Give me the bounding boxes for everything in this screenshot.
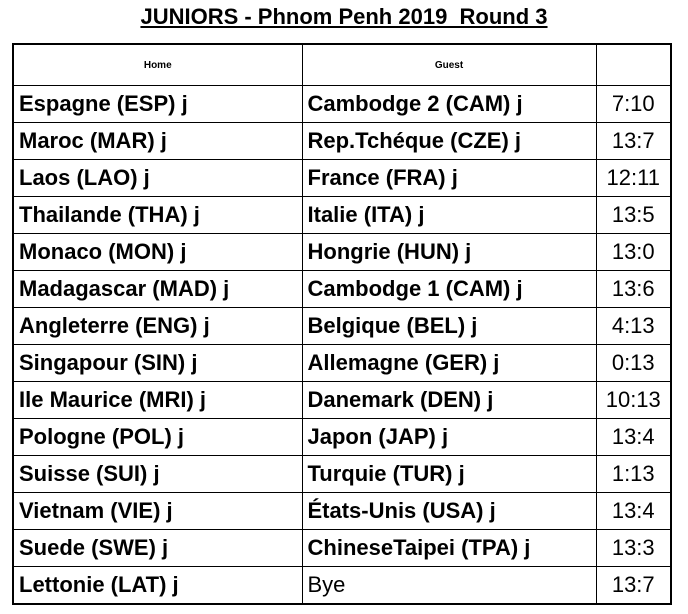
score-cell: 13:7 bbox=[595, 122, 672, 160]
home-cell: Singapour (SIN) j bbox=[12, 344, 303, 382]
guest-cell: Japon (JAP) j bbox=[301, 418, 597, 456]
guest-cell: Allemagne (GER) j bbox=[301, 344, 597, 382]
score-cell: 13:4 bbox=[595, 418, 672, 456]
table-body: Espagne (ESP) j Cambodge 2 (CAM) j 7:10 Mar… bbox=[12, 85, 672, 605]
match-row: Pologne (POL) j Japon (JAP) j 13:4 bbox=[12, 418, 672, 456]
match-row: Vietnam (VIE) j États-Unis (USA) j 13:4 bbox=[12, 492, 672, 530]
home-cell: Thailande (THA) j bbox=[12, 196, 303, 234]
home-cell: Angleterre (ENG) j bbox=[12, 307, 303, 345]
match-row: Monaco (MON) j Hongrie (HUN) j 13:0 bbox=[12, 233, 672, 271]
match-row: Singapour (SIN) j Allemagne (GER) j 0:13 bbox=[12, 344, 672, 382]
match-row: Laos (LAO) j France (FRA) j 12:11 bbox=[12, 159, 672, 197]
score-cell: 13:3 bbox=[595, 529, 672, 567]
home-cell: Suede (SWE) j bbox=[12, 529, 303, 567]
match-row: Espagne (ESP) j Cambodge 2 (CAM) j 7:10 bbox=[12, 85, 672, 123]
score-cell: 13:5 bbox=[595, 196, 672, 234]
guest-cell: Rep.Tchéque (CZE) j bbox=[301, 122, 597, 160]
match-row: Angleterre (ENG) j Belgique (BEL) j 4:13 bbox=[12, 307, 672, 345]
guest-cell: ChineseTaipei (TPA) j bbox=[301, 529, 597, 567]
guest-cell: Hongrie (HUN) j bbox=[301, 233, 597, 271]
score-cell: 7:10 bbox=[595, 85, 672, 123]
match-row: Lettonie (LAT) j Bye 13:7 bbox=[12, 566, 672, 605]
guest-cell: Cambodge 2 (CAM) j bbox=[301, 85, 597, 123]
home-cell: Suisse (SUI) j bbox=[12, 455, 303, 493]
title-wrap: JUNIORS - Phnom Penh 2019 Round 3 bbox=[0, 4, 688, 30]
score-cell: 13:7 bbox=[595, 566, 672, 605]
guest-cell: Cambodge 1 (CAM) j bbox=[301, 270, 597, 308]
match-row: Suisse (SUI) j Turquie (TUR) j 1:13 bbox=[12, 455, 672, 493]
match-row: Suede (SWE) j ChineseTaipei (TPA) j 13:3 bbox=[12, 529, 672, 567]
home-cell: Ile Maurice (MRI) j bbox=[12, 381, 303, 419]
score-cell: 13:6 bbox=[595, 270, 672, 308]
header-row: Home Guest bbox=[12, 43, 672, 86]
match-row: Ile Maurice (MRI) j Danemark (DEN) j 10:13 bbox=[12, 381, 672, 419]
home-cell: Vietnam (VIE) j bbox=[12, 492, 303, 530]
home-cell: Madagascar (MAD) j bbox=[12, 270, 303, 308]
column-header-empty bbox=[595, 43, 672, 86]
score-cell: 10:13 bbox=[595, 381, 672, 419]
score-cell: 13:0 bbox=[595, 233, 672, 271]
guest-cell: Turquie (TUR) j bbox=[301, 455, 597, 493]
match-row: Madagascar (MAD) j Cambodge 1 (CAM) j 13:6 bbox=[12, 270, 672, 308]
results-table: Home Guest Espagne (ESP) j Cambodge 2 (CA… bbox=[12, 43, 672, 605]
score-cell: 13:4 bbox=[595, 492, 672, 530]
home-cell: Espagne (ESP) j bbox=[12, 85, 303, 123]
score-cell: 1:13 bbox=[595, 455, 672, 493]
guest-cell: Italie (ITA) j bbox=[301, 196, 597, 234]
home-cell: Lettonie (LAT) j bbox=[12, 566, 303, 605]
column-header: Home bbox=[12, 43, 303, 86]
match-row: Maroc (MAR) j Rep.Tchéque (CZE) j 13:7 bbox=[12, 122, 672, 160]
guest-cell: France (FRA) j bbox=[301, 159, 597, 197]
home-cell: Monaco (MON) j bbox=[12, 233, 303, 271]
guest-cell: Bye bbox=[301, 566, 597, 605]
score-cell: 12:11 bbox=[595, 159, 672, 197]
title: JUNIORS - Phnom Penh 2019 Round 3 bbox=[140, 4, 548, 29]
guest-cell: Danemark (DEN) j bbox=[301, 381, 597, 419]
guest-cell: Belgique (BEL) j bbox=[301, 307, 597, 345]
guest-cell: États-Unis (USA) j bbox=[301, 492, 597, 530]
home-cell: Laos (LAO) j bbox=[12, 159, 303, 197]
column-header: Guest bbox=[301, 43, 597, 86]
score-cell: 4:13 bbox=[595, 307, 672, 345]
match-row: Thailande (THA) j Italie (ITA) j 13:5 bbox=[12, 196, 672, 234]
home-cell: Maroc (MAR) j bbox=[12, 122, 303, 160]
score-cell: 0:13 bbox=[595, 344, 672, 382]
home-cell: Pologne (POL) j bbox=[12, 418, 303, 456]
